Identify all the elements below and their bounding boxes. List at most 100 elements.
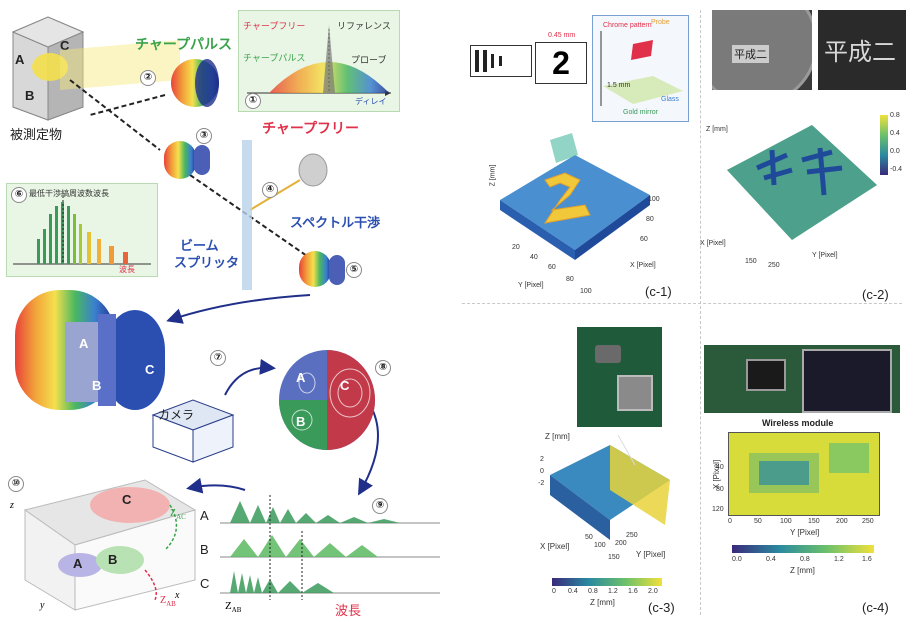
c1-tick-r1: 100 <box>648 196 660 203</box>
c1-tick-b3: 60 <box>548 264 556 271</box>
camera-label: カメラ <box>158 408 195 422</box>
axis-z-label: z <box>10 500 14 511</box>
c3-cb-4: 1.6 <box>628 588 638 595</box>
z-ab-label-3d: ZAB <box>160 595 176 608</box>
c3-cb-1: 0.4 <box>568 588 578 595</box>
c4-caption: (c-4) <box>862 600 889 615</box>
row-a-label: A <box>200 508 209 523</box>
spectral-interference-label: スペクトル干渉 <box>290 216 381 231</box>
row-c-label: C <box>200 576 210 591</box>
axis-y-label: y <box>40 600 45 611</box>
c2-zoom-text: 平成二 <box>824 38 896 66</box>
c4-cb-2: 0.8 <box>800 556 810 563</box>
pattern-region-a: A <box>296 370 306 385</box>
height-region-a: A <box>73 556 83 571</box>
c1-glyph-box: 2 <box>535 42 587 84</box>
c1-caption: (c-1) <box>645 284 672 299</box>
c1-tick-b4: 80 <box>566 276 574 283</box>
step-2-badge: ② <box>140 70 156 86</box>
c3-tick-x-2: 100 <box>594 542 606 549</box>
c4-board-photo <box>704 345 900 413</box>
c4-tick-x-2: 100 <box>780 518 792 525</box>
c4-heatmap <box>728 432 880 516</box>
disc-region-c: C <box>145 362 155 377</box>
c3-axis-y: Y [Pixel] <box>636 550 666 559</box>
c4-colorbar <box>732 545 874 553</box>
step3-disc <box>164 141 210 179</box>
c3-z-tick-1: 2 <box>540 456 544 463</box>
inset1-chirp-free: チャープフリー <box>243 22 306 32</box>
c1-tick-b1: 20 <box>512 244 520 251</box>
c4-tick-x-3: 150 <box>808 518 820 525</box>
c4-heatmap-texture <box>729 433 879 515</box>
c1-axis-x: X [Pixel] <box>630 262 656 269</box>
c3-cb-label: Z [mm] <box>590 598 615 607</box>
c2-surface-plot <box>727 125 877 240</box>
c1-surface-plot <box>500 133 650 260</box>
disc-region-a: A <box>79 336 89 351</box>
c1-schematic-graphic <box>600 31 683 106</box>
c1-tick-b2: 40 <box>530 254 538 261</box>
step-6-badge: ⑥ <box>11 187 27 203</box>
c4-cb-3: 1.2 <box>834 556 844 563</box>
c2-axis-y: Y [Pixel] <box>812 252 838 259</box>
c2-cb-tick-2: 0.4 <box>890 130 900 137</box>
z-ac-label: ZAC <box>170 508 186 521</box>
c3-caption: (c-3) <box>648 600 675 615</box>
c3-cb-5: 2.0 <box>648 588 658 595</box>
inset6-wavelength: 波長 <box>119 265 135 274</box>
c2-cb-tick-1: 0.8 <box>890 112 900 119</box>
c1-glass-label: Glass <box>661 96 679 103</box>
c4-tick-x-4: 200 <box>836 518 848 525</box>
disc-region-b: B <box>92 378 102 393</box>
c1-target-pattern <box>470 45 532 77</box>
height-region-c: C <box>122 492 132 507</box>
c3-z-tick-3: -2 <box>538 480 545 487</box>
c3-colorbar <box>552 578 662 586</box>
c4-tick-y-2: 80 <box>716 486 724 493</box>
c4-module-title: Wireless module <box>762 418 834 428</box>
c1-schematic: Chrome pattern Probe 1.5 mm Glass Gold m… <box>592 15 689 122</box>
object-block <box>11 16 85 121</box>
c2-zoom-photo: 平成二 <box>818 10 906 90</box>
inset1-delay: ディレイ <box>355 97 387 106</box>
step-3-badge: ③ <box>196 128 212 144</box>
c3-chip <box>617 375 653 411</box>
camera-icon <box>151 399 235 463</box>
c3-cb-2: 0.8 <box>588 588 598 595</box>
c4-chip-right <box>802 349 892 413</box>
step-7-badge: ⑦ <box>210 350 226 366</box>
chirp-pulse-disc <box>171 59 219 107</box>
beam-splitter-label-1: ビーム <box>180 239 219 254</box>
row-b-label: B <box>200 542 209 557</box>
c4-cb-4: 1.6 <box>862 556 872 563</box>
bottom-wavelength: 波長 <box>335 604 362 619</box>
panel-divider-h <box>462 303 902 304</box>
step-10-badge: ⑩ <box>8 476 24 492</box>
c1-dim-1: 0.45 mm <box>548 32 576 39</box>
step-9-badge: ⑨ <box>372 498 388 514</box>
c1-dim-2: 1.5 mm <box>607 82 631 89</box>
step5-disc <box>299 251 345 287</box>
c2-axis-z: Z [mm] <box>706 126 728 133</box>
c3-surface-plot <box>550 434 670 540</box>
c1-gold-label: Gold mirror <box>623 109 659 116</box>
c4-tick-y-1: 40 <box>716 464 724 471</box>
c3-z-tick-2: 0 <box>540 468 544 475</box>
inset-6-spectrum <box>13 196 151 265</box>
c2-coin-text: 平成二 <box>732 45 769 63</box>
c3-inductor <box>595 345 621 363</box>
c1-tick-r3: 60 <box>640 236 648 243</box>
c4-tick-x-1: 50 <box>754 518 762 525</box>
inset-1: チャープフリー リファレンス チャープパルス プローブ ディレイ ① <box>238 10 400 112</box>
c4-cb-0: 0.0 <box>732 556 742 563</box>
inset6-title: 最低干渉縞周波数波長 <box>29 189 109 198</box>
inset1-reference: リファレンス <box>337 22 391 32</box>
step-1-badge: ① <box>245 93 261 109</box>
z-ab-label: ZAB <box>225 600 242 615</box>
c2-cb-tick-4: -0.4 <box>890 166 903 173</box>
height-map-3d <box>23 479 197 611</box>
inset1-chirp-pulse: チャープパルス <box>243 54 306 64</box>
flow-arrows <box>166 294 379 496</box>
axis-x-label: x <box>175 590 180 601</box>
